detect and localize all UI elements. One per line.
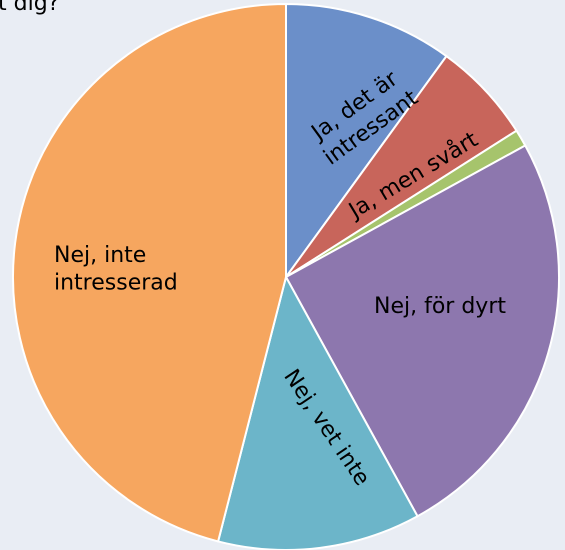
slice-label: Nej, för dyrt [374,294,506,319]
chart-title: t dig? [0,0,59,16]
slice-label: Nej, inte intresserad [54,243,178,295]
pie-slice [284,144,560,518]
pie-slice [285,2,448,281]
pie-slice [216,274,419,550]
pie-slice [12,2,287,543]
